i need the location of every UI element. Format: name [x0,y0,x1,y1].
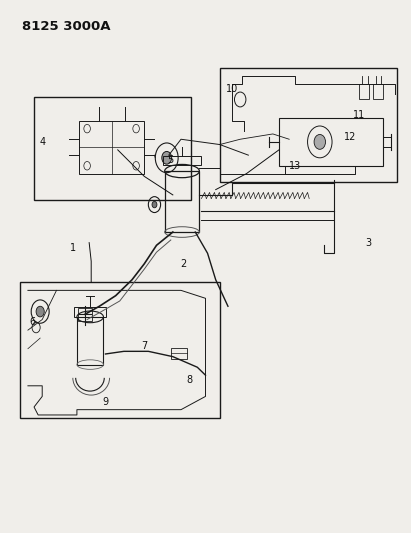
Text: 10: 10 [226,84,238,94]
Bar [78,308,92,320]
Bar [373,84,383,100]
Bar [171,348,187,359]
Circle shape [152,201,157,208]
Text: 11: 11 [353,110,365,120]
Text: 3: 3 [366,238,372,248]
Bar [163,156,201,165]
Text: 13: 13 [289,161,301,171]
Bar [74,308,106,317]
Text: 12: 12 [344,132,357,142]
Text: 1: 1 [70,243,76,253]
Text: 8: 8 [186,375,192,385]
Bar [279,118,383,166]
Circle shape [36,306,44,317]
Bar [358,84,369,100]
Bar [165,171,199,232]
Text: 4: 4 [39,137,45,147]
Circle shape [162,151,172,164]
Text: 8125 3000A: 8125 3000A [22,20,110,33]
Text: 6: 6 [29,317,35,327]
Bar [20,282,220,418]
Bar [34,97,191,200]
Text: 7: 7 [141,341,148,351]
Text: 2: 2 [180,259,186,269]
Text: 9: 9 [102,397,109,407]
Bar [79,120,144,174]
Bar [77,317,104,365]
Bar [220,68,397,182]
Circle shape [314,134,326,149]
Text: 5: 5 [168,156,174,165]
